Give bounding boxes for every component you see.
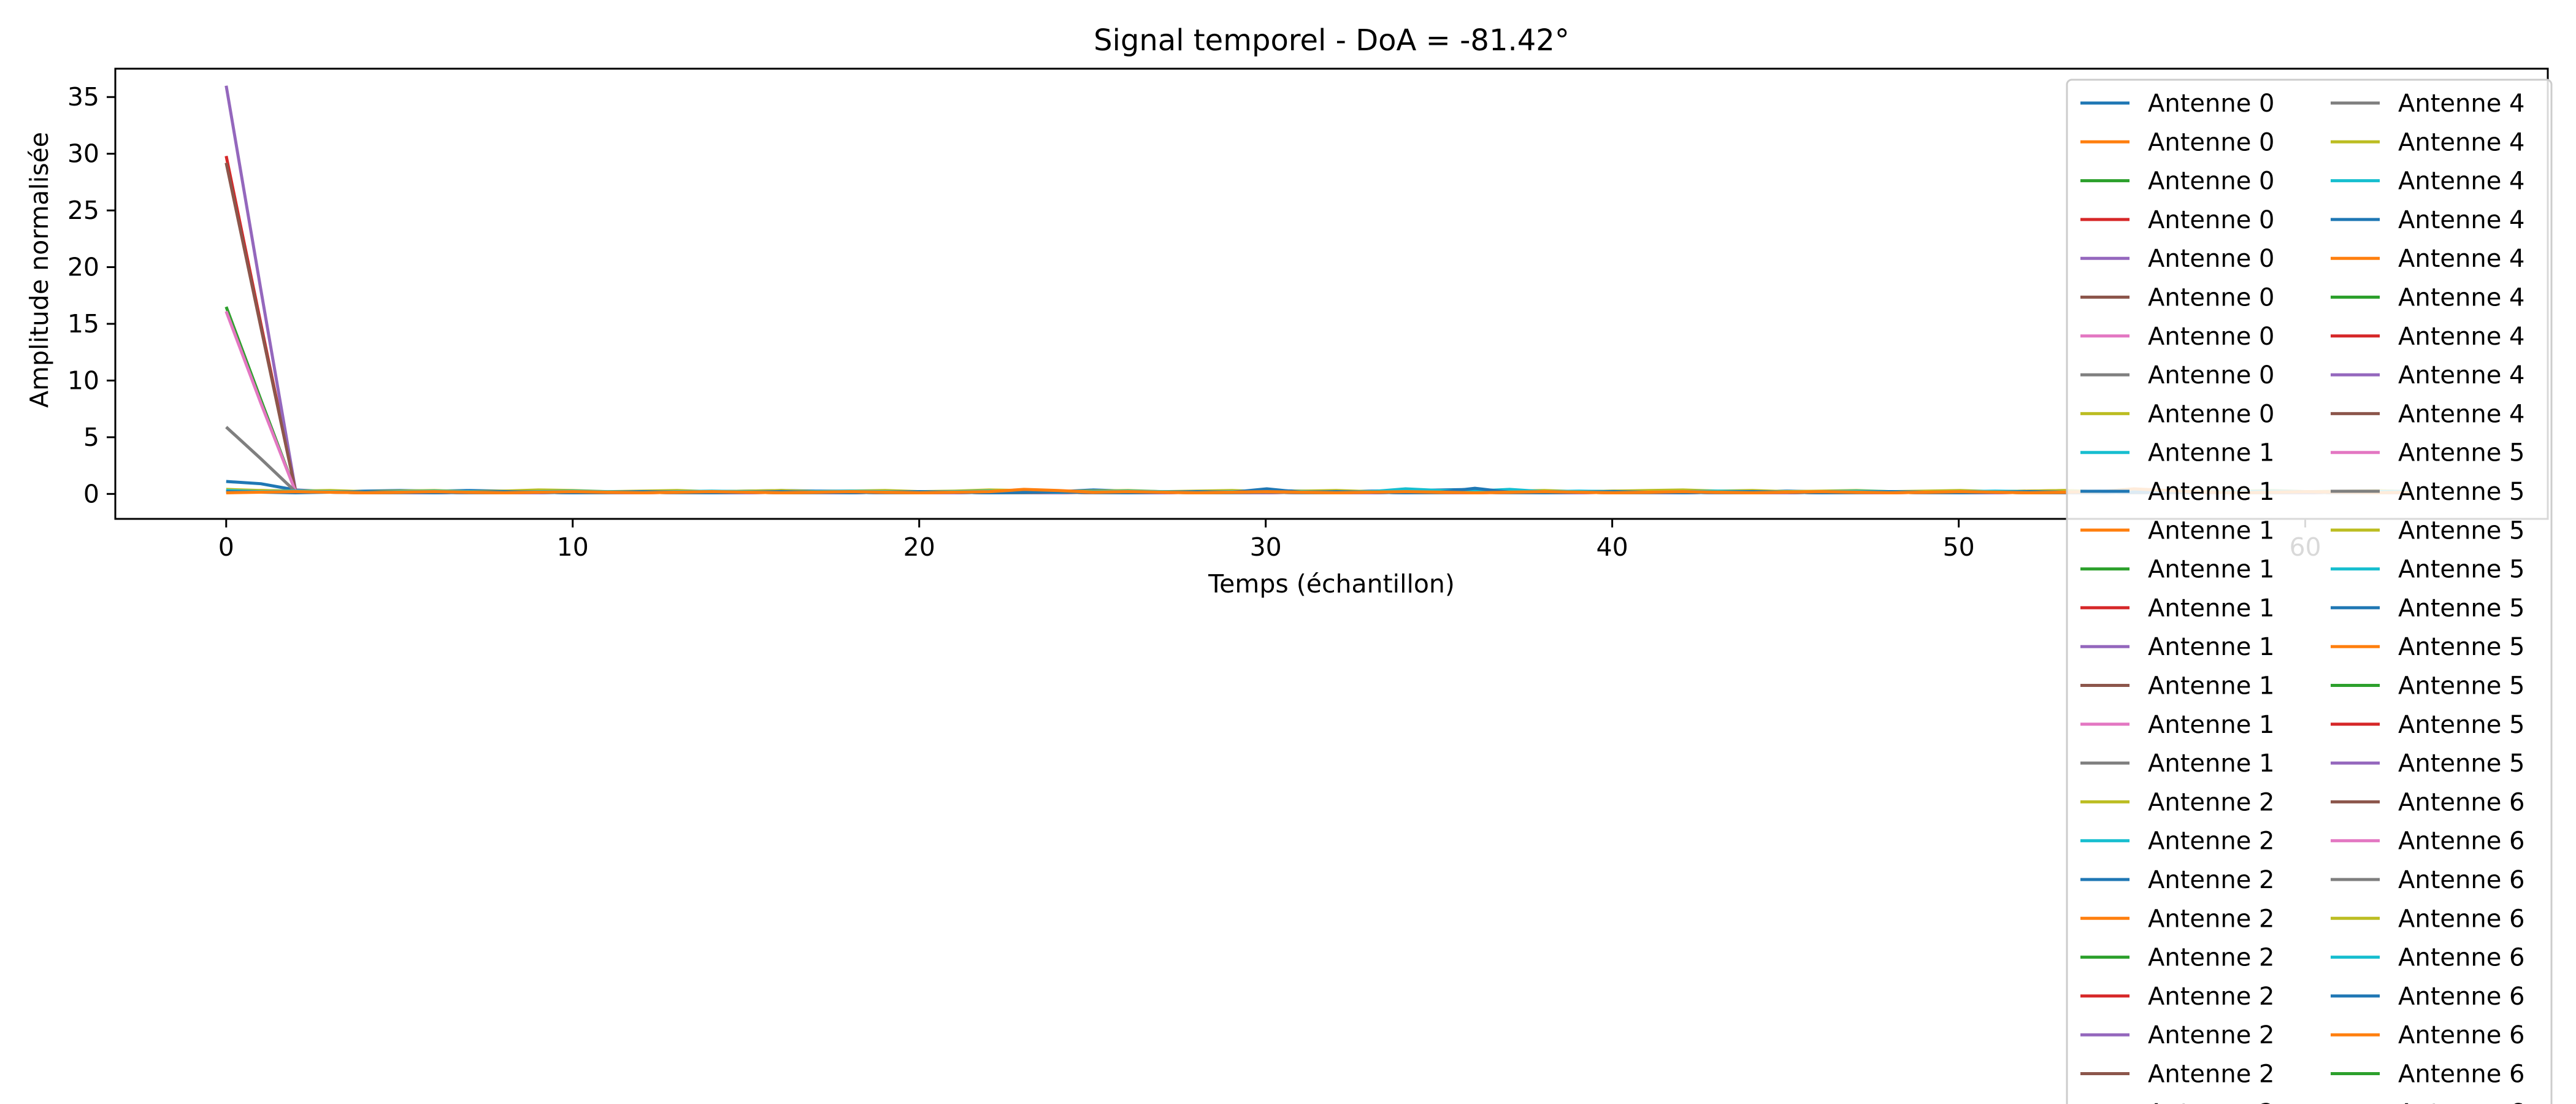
x-axis-ticks: 0102030405060 xyxy=(218,519,2321,562)
legend-entry-label: Antenne 1 xyxy=(2148,556,2274,584)
legend-box xyxy=(2066,79,2553,1104)
legend-entry-label: Antenne 1 xyxy=(2148,749,2274,778)
legend-entry-label: Antenne 0 xyxy=(2148,400,2274,428)
legend-entry-label: Antenne 2 xyxy=(2148,1060,2274,1089)
x-tick-label: 20 xyxy=(903,532,935,562)
legend-entry-label: Antenne 4 xyxy=(2398,245,2524,273)
legend-entry-label: Antenne 0 xyxy=(2148,323,2274,351)
y-tick-label: 15 xyxy=(67,309,99,339)
legend-entry-label: Antenne 2 xyxy=(2148,983,2274,1011)
legend-entry-label: Antenne 0 xyxy=(2148,245,2274,273)
y-tick-label: 20 xyxy=(67,253,99,282)
legend-entry-label: Antenne 6 xyxy=(2398,905,2524,933)
legend-entry-label: Antenne 5 xyxy=(2398,516,2524,545)
legend-entry-label: Antenne 2 xyxy=(2148,1021,2274,1049)
legend-entry-label: Antenne 0 xyxy=(2148,361,2274,389)
y-tick-label: 5 xyxy=(83,423,99,452)
legend-entry-label: Antenne 6 xyxy=(2398,983,2524,1011)
legend-entry-label: Antenne 4 xyxy=(2398,400,2524,428)
legend-entry-label: Antenne 0 xyxy=(2148,284,2274,312)
x-tick-label: 0 xyxy=(218,532,234,562)
legend-entry-label: Antenne 2 xyxy=(2148,1099,2274,1104)
legend-entry-label: Antenne 1 xyxy=(2148,711,2274,739)
legend-entry-label: Antenne 2 xyxy=(2148,866,2274,894)
legend-entry-label: Antenne 5 xyxy=(2398,672,2524,700)
legend-entry-label: Antenne 5 xyxy=(2398,633,2524,661)
x-tick-label: 40 xyxy=(1597,532,1628,562)
series-line xyxy=(226,487,2412,494)
legend-entry-label: Antenne 2 xyxy=(2148,827,2274,856)
legend-entry-label: Antenne 5 xyxy=(2398,594,2524,623)
legend-entry-label: Antenne 1 xyxy=(2148,672,2274,700)
legend-entry-label: Antenne 2 xyxy=(2148,944,2274,972)
legend-entry-label: Antenne 5 xyxy=(2398,556,2524,584)
x-axis-label: Temps (échantillon) xyxy=(1208,569,1455,599)
legend-entry-label: Antenne 0 xyxy=(2148,206,2274,234)
x-tick-label: 10 xyxy=(557,532,589,562)
x-tick-label: 30 xyxy=(1250,532,1282,562)
legend-entry-label: Antenne 6 xyxy=(2398,1060,2524,1089)
legend-entry-label: Antenne 4 xyxy=(2398,361,2524,389)
plot-lines xyxy=(224,85,2412,494)
y-tick-label: 0 xyxy=(83,479,99,508)
legend-entry-label: Antenne 4 xyxy=(2398,90,2524,118)
legend-entry-label: Antenne 4 xyxy=(2398,128,2524,156)
legend-entry-label: Antenne 6 xyxy=(2398,866,2524,894)
legend-entry-label: Antenne 1 xyxy=(2148,594,2274,623)
legend-entry-label: Antenne 1 xyxy=(2148,478,2274,506)
legend-entry-label: Antenne 4 xyxy=(2398,323,2524,351)
legend-entry-label: Antenne 5 xyxy=(2398,439,2524,467)
legend-entry-label: Antenne 4 xyxy=(2398,284,2524,312)
legend-entry-label: Antenne 0 xyxy=(2148,167,2274,196)
legend-entry-label: Antenne 1 xyxy=(2148,516,2274,545)
y-tick-label: 25 xyxy=(67,196,99,225)
legend-entry-label: Antenne 4 xyxy=(2398,206,2524,234)
legend-entry-label: Antenne 4 xyxy=(2398,167,2524,196)
legend: Antenne 0 Antenne 0 Antenne 0 Antenne 0 Ante… xyxy=(2066,79,2553,1104)
y-axis-ticks: 0 5 10 15 20 25 30 35 xyxy=(67,82,115,508)
legend-entry-label: Antenne 0 xyxy=(2148,128,2274,156)
legend-entry-label: Antenne 2 xyxy=(2148,905,2274,933)
legend-entry-label: Antenne 5 xyxy=(2398,478,2524,506)
legend-entry-label: Antenne 5 xyxy=(2398,749,2524,778)
legend-entry-label: Antenne 6 xyxy=(2398,1099,2524,1104)
y-tick-label: 35 xyxy=(67,82,99,112)
legend-entry-label: Antenne 6 xyxy=(2398,1021,2524,1049)
chart-title: Signal temporel - DoA = -81.42° xyxy=(1094,23,1570,58)
legend-entry-label: Antenne 6 xyxy=(2398,944,2524,972)
legend-entry-label: Antenne 5 xyxy=(2398,711,2524,739)
legend-entry-label: Antenne 1 xyxy=(2148,439,2274,467)
legend-entry-label: Antenne 1 xyxy=(2148,633,2274,661)
legend-entry-label: Antenne 0 xyxy=(2148,90,2274,118)
legend-entry-label: Antenne 6 xyxy=(2398,788,2524,816)
x-tick-label: 50 xyxy=(1942,532,1974,562)
legend-entry-label: Antenne 6 xyxy=(2398,827,2524,856)
y-tick-label: 30 xyxy=(67,139,99,169)
legend-entry-label: Antenne 2 xyxy=(2148,788,2274,816)
y-tick-label: 10 xyxy=(67,366,99,395)
y-axis-label: Amplitude normalisée xyxy=(25,132,54,408)
